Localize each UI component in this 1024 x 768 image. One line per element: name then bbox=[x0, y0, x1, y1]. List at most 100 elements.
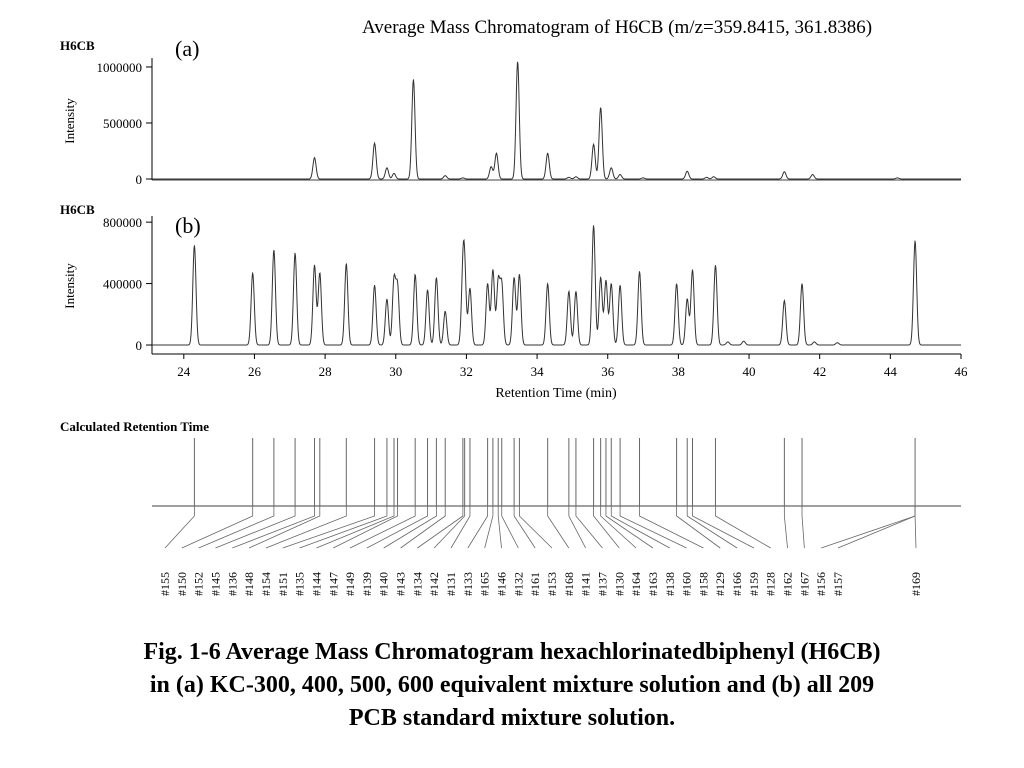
congener-label: #141 bbox=[579, 572, 593, 596]
congener-leader-line bbox=[299, 506, 388, 549]
congener-label: #153 bbox=[545, 572, 559, 596]
congener-leader-line bbox=[400, 506, 446, 549]
panel-a-ytick-label: 0 bbox=[136, 172, 143, 187]
congener-label: #144 bbox=[309, 572, 323, 596]
panel-a-compound-label: H6CB bbox=[60, 38, 95, 53]
panel-b-ytick-label: 0 bbox=[136, 338, 143, 353]
congener-leader-line bbox=[433, 506, 466, 549]
congener-label: #139 bbox=[360, 572, 374, 596]
congener-label: #140 bbox=[377, 572, 391, 596]
congener-label: #169 bbox=[909, 572, 923, 596]
congener-leader-line bbox=[316, 506, 395, 549]
congener-leader-line bbox=[501, 506, 519, 549]
panel-b-xlabel: Retention Time (min) bbox=[495, 386, 617, 401]
panel-a-label: (a) bbox=[175, 36, 199, 61]
congener-leader-line bbox=[232, 506, 315, 549]
congener-label: #146 bbox=[495, 572, 509, 596]
congener-leader-line bbox=[497, 506, 502, 549]
congener-leader-line bbox=[450, 506, 471, 549]
congener-leader-line bbox=[513, 506, 536, 549]
congener-label: #159 bbox=[747, 572, 761, 596]
panel-b-xtick-label: 28 bbox=[319, 364, 332, 379]
congener-leader-line bbox=[366, 506, 428, 549]
congener-label: #161 bbox=[528, 572, 542, 596]
congener-label: #132 bbox=[511, 572, 525, 596]
congener-label: #134 bbox=[410, 572, 424, 596]
congener-label: #158 bbox=[696, 572, 710, 596]
congener-label: #167 bbox=[797, 572, 811, 596]
congener-leader-line bbox=[282, 506, 375, 549]
congener-label: #149 bbox=[343, 572, 357, 596]
caption-line-2: in (a) KC-300, 400, 500, 600 equivalent … bbox=[149, 672, 875, 698]
congener-label: #142 bbox=[427, 572, 441, 596]
congener-label: #147 bbox=[326, 572, 340, 596]
calculated-panel: Calculated Retention Time #155 #150 #152 #1… bbox=[60, 419, 961, 596]
panel-b-ylabel: Intensity bbox=[62, 263, 77, 309]
congener-leader-line bbox=[801, 506, 805, 549]
panel-a-ylabel: Intensity bbox=[62, 98, 77, 144]
congener-leader-line bbox=[248, 506, 321, 549]
congener-label: #164 bbox=[629, 572, 643, 596]
congener-leader-line bbox=[610, 506, 670, 549]
congener-label: #157 bbox=[831, 572, 845, 596]
panel-a-ytick-label: 1000000 bbox=[97, 60, 143, 75]
congener-leader-line bbox=[181, 506, 254, 549]
congener-leader-line bbox=[600, 506, 637, 549]
congener-label: #145 bbox=[208, 572, 222, 596]
panel-a-trace bbox=[152, 61, 961, 180]
congener-leader-line bbox=[686, 506, 738, 549]
figure-caption: Fig. 1-6 Average Mass Chromatogram hexac… bbox=[0, 636, 1024, 735]
congener-label: #136 bbox=[225, 572, 239, 596]
congener-leader-line bbox=[349, 506, 416, 549]
chromatogram-figure: Average Mass Chromatogram of H6CB (m/z=3… bbox=[60, 17, 968, 596]
congener-leader-line bbox=[575, 506, 603, 549]
congener-leader-line bbox=[715, 506, 771, 549]
congener-leader-line bbox=[605, 506, 654, 549]
panel-b-compound-label: H6CB bbox=[60, 202, 95, 217]
panel-b-xtick-label: 40 bbox=[743, 364, 756, 379]
congener-leader-line bbox=[593, 506, 620, 549]
congener-leader-line bbox=[333, 506, 398, 549]
congener-label: #160 bbox=[680, 572, 694, 596]
congener-label: #135 bbox=[293, 572, 307, 596]
congener-label: #166 bbox=[730, 572, 744, 596]
panel-b-xtick-label: 30 bbox=[389, 364, 402, 379]
congener-label: #154 bbox=[259, 572, 273, 596]
congener-leader-line bbox=[692, 506, 755, 549]
congener-label: #130 bbox=[612, 572, 626, 596]
congener-label: #162 bbox=[781, 572, 795, 596]
congener-label: #138 bbox=[663, 572, 677, 596]
panel-b-xtick-label: 38 bbox=[672, 364, 685, 379]
congener-label: #128 bbox=[764, 572, 778, 596]
congener-label: #168 bbox=[562, 572, 576, 596]
congener-label: #150 bbox=[175, 572, 189, 596]
panel-b-ytick-label: 800000 bbox=[103, 215, 142, 230]
calculated-section-label: Calculated Retention Time bbox=[60, 419, 209, 434]
panel-b-xtick-label: 46 bbox=[955, 364, 969, 379]
congener-leader-line bbox=[547, 506, 570, 549]
congener-label: #133 bbox=[461, 572, 475, 596]
panel-b-trace bbox=[152, 225, 961, 346]
congener-label: #151 bbox=[276, 572, 290, 596]
congener-leader-line bbox=[676, 506, 721, 549]
panel-b: H6CB (b) Intensity 0 400000 800000 24 26 28 3… bbox=[60, 202, 968, 401]
chart-title: Average Mass Chromatogram of H6CB (m/z=3… bbox=[362, 17, 872, 38]
congener-leader-line bbox=[568, 506, 586, 549]
congener-leader-line bbox=[164, 506, 195, 549]
panel-a: H6CB (a) Intensity 0 500000 1000000 bbox=[60, 36, 961, 187]
panel-a-ytick-label: 500000 bbox=[103, 116, 142, 131]
congener-label: #155 bbox=[158, 572, 172, 596]
panel-b-xtick-label: 32 bbox=[460, 364, 473, 379]
congener-leader-line bbox=[619, 506, 687, 549]
congener-leader-line bbox=[837, 506, 916, 549]
congener-leader-line bbox=[265, 506, 347, 549]
congener-label: #143 bbox=[394, 572, 408, 596]
congener-leader-line bbox=[484, 506, 494, 549]
congener-label: #131 bbox=[444, 572, 458, 596]
congener-leader-line bbox=[783, 506, 788, 549]
caption-line-3: PCB standard mixture solution. bbox=[348, 705, 676, 731]
congener-label: #165 bbox=[478, 572, 492, 596]
congener-leader-line bbox=[467, 506, 489, 549]
panel-b-xtick-label: 36 bbox=[601, 364, 615, 379]
congener-label: #137 bbox=[595, 572, 609, 596]
